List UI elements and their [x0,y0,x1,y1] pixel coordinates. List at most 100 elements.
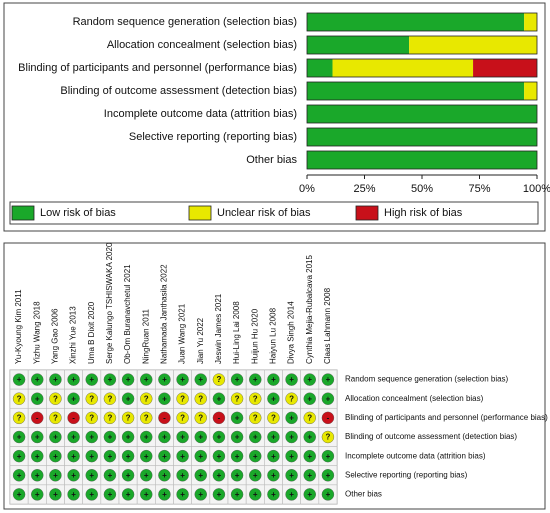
domain-label: Selective reporting (reporting bias) [345,470,468,479]
judgement-symbol: + [17,490,22,499]
judgement-symbol: + [198,452,203,461]
judgement-dot [194,469,207,482]
domain-label: Incomplete outcome data (attrition bias) [345,451,486,460]
judgement-dot [49,449,62,463]
category-label: Other bias [246,154,297,166]
judgement-dot [103,488,117,501]
judgement-symbol: ? [107,394,112,403]
bar-segment [332,59,474,77]
study-label: Xinzhi Yue 2013 [69,306,78,364]
judgement-dot [230,373,244,386]
judgement-dot [140,469,153,482]
judgement-symbol: + [71,490,76,499]
judgement-symbol: + [108,471,113,480]
judgement-dot [285,449,298,463]
judgement-symbol: + [108,433,113,442]
bar-segment [307,59,333,77]
judgement-symbol: + [71,433,76,442]
judgement-dot [85,449,98,463]
judgement-dot [103,430,117,444]
judgement-dot [249,469,262,482]
bar-outline [306,58,538,78]
judgement-symbol: + [217,433,222,442]
study-label: Huijun Hu 2020 [250,308,259,364]
judgement-symbol: ? [53,413,58,422]
judgement-symbol: + [326,490,331,499]
judgement-symbol: + [217,394,222,403]
bar-segment [307,128,537,146]
judgement-dot [212,411,226,425]
bar-segment [307,151,537,169]
judgement-dot [249,373,262,386]
judgement-dot [49,469,62,482]
judgement-dot [158,488,171,501]
judgement-dot [67,469,80,482]
judgement-dot [12,469,26,482]
judgement-symbol: + [289,413,294,422]
judgement-symbol: + [326,394,331,403]
judgement-symbol: + [307,375,312,384]
judgement-dot [140,430,153,444]
judgement-dot [85,373,98,386]
judgement-dot [85,488,98,501]
judgement-dot [12,373,26,386]
judgement-dot [49,488,62,501]
study-label: Jeswin James 2021 [214,293,223,364]
judgement-symbol: + [162,375,167,384]
judgement-symbol: + [35,375,40,384]
judgement-dot [158,373,171,386]
judgement-dot [140,373,153,386]
judgement-symbol: ? [271,413,276,422]
judgement-symbol: ? [53,394,58,403]
judgement-symbol: ? [235,394,240,403]
bar-segment [307,36,410,54]
judgement-dot [12,392,26,405]
judgement-dot [158,430,171,444]
judgement-symbol: + [126,452,131,461]
judgement-symbol: + [326,375,331,384]
bar-segment [409,36,537,54]
judgement-symbol: ? [89,413,94,422]
judgement-symbol: + [235,471,240,480]
judgement-dot [49,430,62,444]
judgement-dot [303,392,316,405]
judgement-symbol: + [162,490,167,499]
judgement-dot [212,392,226,405]
judgement-symbol: ? [253,413,258,422]
judgement-symbol: ? [198,413,203,422]
judgement-dot [176,430,189,444]
judgement-symbol: + [17,452,22,461]
judgement-symbol: - [72,413,75,422]
judgement-dot [194,449,207,463]
judgement-symbol: + [53,433,58,442]
judgement-dot [267,469,280,482]
judgement-symbol: ? [180,413,185,422]
judgement-dot [303,488,316,501]
judgement-symbol: + [71,394,76,403]
judgement-dot [67,449,80,463]
judgement-dot [85,469,98,482]
judgement-dot [49,392,62,405]
x-tick-label: 25% [353,183,375,195]
judgement-symbol: + [180,452,185,461]
judgement-symbol: + [253,471,258,480]
domain-label: Other bias [345,490,382,499]
domain-label: Allocation concealment (selection bias) [345,394,484,403]
judgement-symbol: + [198,471,203,480]
legend-swatch [355,205,379,221]
judgement-dot [212,449,226,463]
judgement-dot [31,430,44,444]
judgement-symbol: + [89,490,94,499]
judgement-dot [31,488,44,501]
judgement-symbol: ? [126,413,131,422]
judgement-symbol: + [235,452,240,461]
category-label: Blinding of outcome assessment (detectio… [60,85,297,97]
judgement-symbol: + [289,452,294,461]
judgement-symbol: + [162,433,167,442]
judgement-dot [12,411,26,425]
study-label: Nathamada Janthasila 2022 [160,264,169,364]
category-label: Random sequence generation (selection bi… [73,16,297,28]
category-label: Incomplete outcome data (attrition bias) [104,108,297,120]
judgement-dot [103,392,117,405]
judgement-dot [267,373,280,386]
